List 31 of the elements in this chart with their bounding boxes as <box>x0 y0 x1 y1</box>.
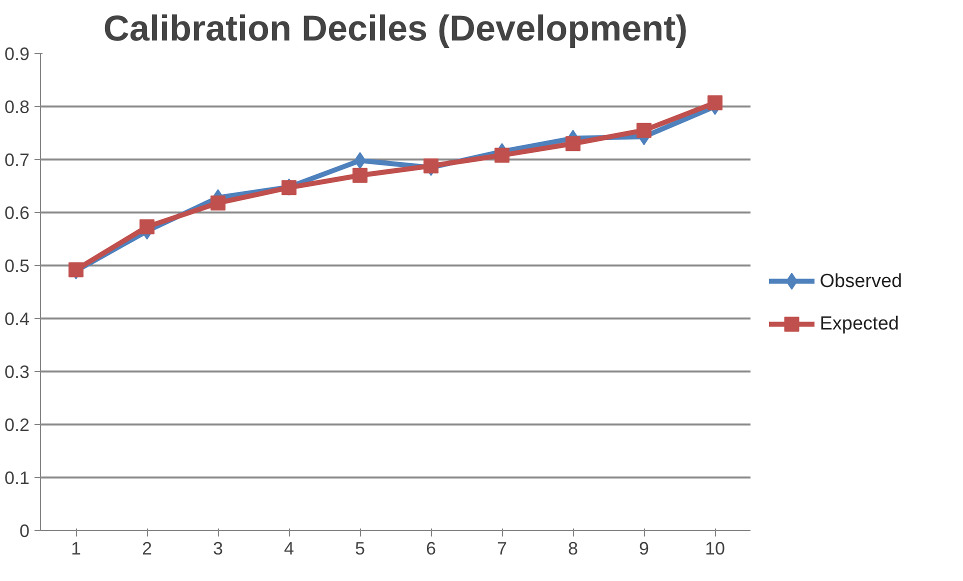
x-tick-label: 8 <box>568 538 578 558</box>
y-tick-label: 0.3 <box>4 362 30 382</box>
x-tick-label: 5 <box>354 538 366 558</box>
y-tick-label: 0 <box>19 521 30 541</box>
y-tick-label: 0.8 <box>4 97 30 117</box>
y-tick-label: 0.4 <box>4 309 30 329</box>
point <box>636 122 652 138</box>
point <box>140 219 154 234</box>
legend-label: Observed <box>820 270 902 292</box>
x-tick-label: 4 <box>284 538 294 558</box>
x-tick-label: 7 <box>496 538 508 558</box>
x-tick-label: 3 <box>212 538 224 558</box>
legend-label: Expected <box>820 314 899 335</box>
x-tick-label: 10 <box>704 538 726 558</box>
point <box>494 148 510 163</box>
y-tick-label: 0.1 <box>4 468 30 488</box>
point <box>424 158 438 174</box>
point <box>210 195 226 210</box>
y-tick-label: 0.6 <box>4 203 30 223</box>
y-tick-label: 0.7 <box>4 150 30 170</box>
y-tick-label: 0.5 <box>4 256 30 276</box>
y-tick-label: 0.2 <box>4 415 30 435</box>
point <box>352 168 368 183</box>
point <box>566 136 580 152</box>
chart-title: Calibration Deciles (Development) <box>103 8 688 48</box>
x-tick-label: 2 <box>142 538 152 558</box>
x-tick-label: 9 <box>638 538 650 558</box>
point <box>708 95 722 110</box>
y-tick-label: 0.9 <box>4 44 30 64</box>
x-tick-label: 6 <box>426 538 436 558</box>
x-tick-label: 1 <box>70 538 82 558</box>
